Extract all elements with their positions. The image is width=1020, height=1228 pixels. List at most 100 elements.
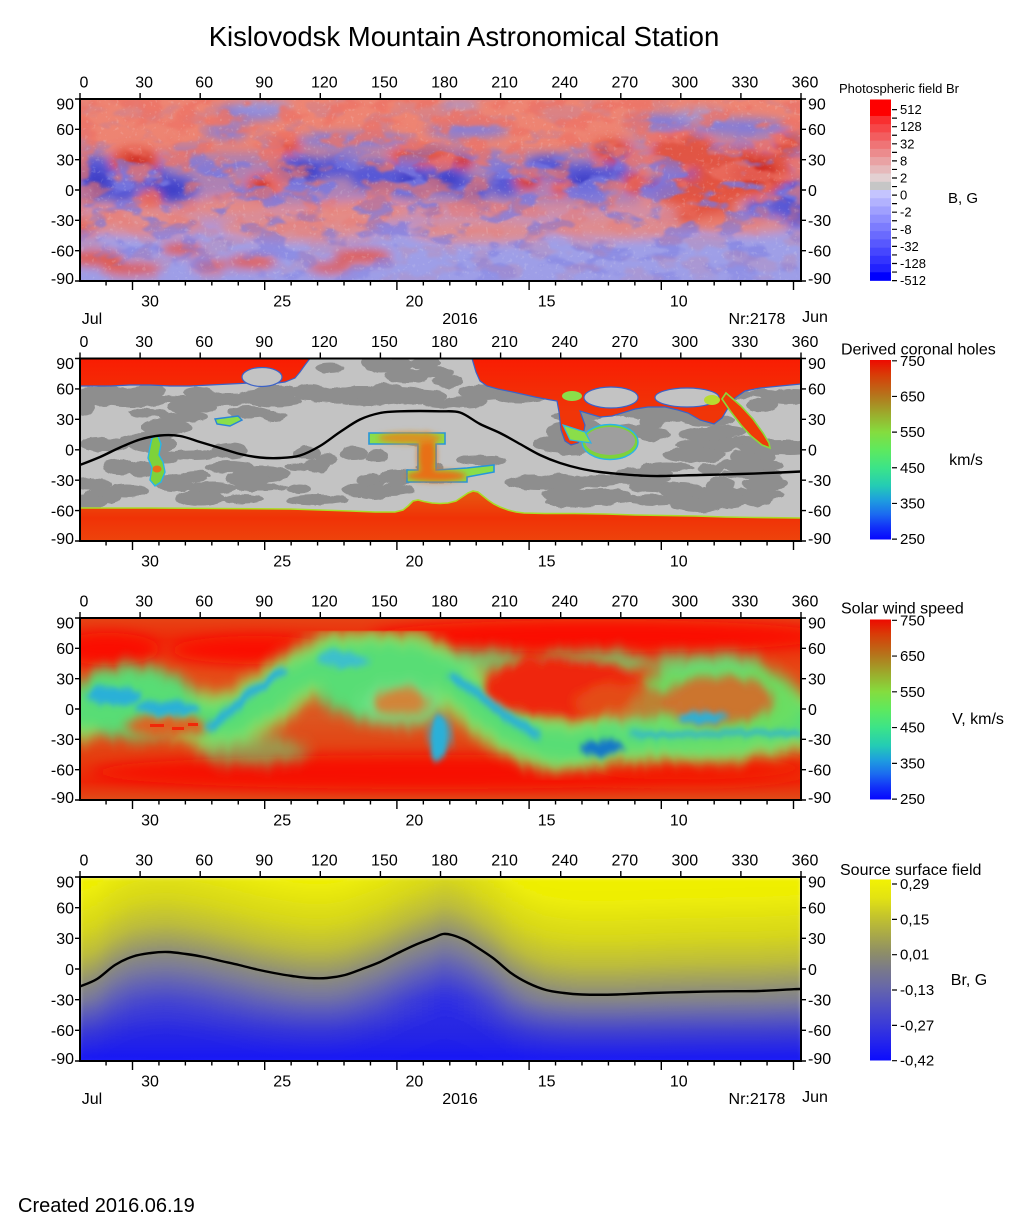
svg-text:Nr:2178: Nr:2178 <box>729 311 786 328</box>
svg-text:20: 20 <box>406 294 424 311</box>
svg-text:15: 15 <box>538 1074 556 1091</box>
svg-text:350: 350 <box>900 755 925 772</box>
svg-text:30: 30 <box>135 334 153 351</box>
svg-text:10: 10 <box>670 813 688 830</box>
svg-text:-90: -90 <box>808 1051 831 1068</box>
svg-text:650: 650 <box>900 648 925 665</box>
svg-text:0,29: 0,29 <box>900 876 929 893</box>
svg-text:240: 240 <box>551 853 578 870</box>
svg-text:150: 150 <box>371 853 398 870</box>
svg-text:20: 20 <box>406 1074 424 1091</box>
svg-text:330: 330 <box>732 334 759 351</box>
svg-text:-60: -60 <box>51 1023 74 1040</box>
svg-text:-30: -30 <box>808 213 831 230</box>
svg-text:Jul: Jul <box>82 1091 102 1108</box>
svg-text:60: 60 <box>808 122 826 139</box>
svg-text:90: 90 <box>56 97 74 114</box>
svg-text:240: 240 <box>551 594 578 611</box>
svg-text:270: 270 <box>611 594 638 611</box>
svg-text:60: 60 <box>56 641 74 658</box>
svg-text:360: 360 <box>792 594 819 611</box>
svg-text:210: 210 <box>491 594 518 611</box>
svg-text:-60: -60 <box>51 503 74 520</box>
svg-text:0: 0 <box>65 702 74 719</box>
svg-text:120: 120 <box>311 75 338 92</box>
svg-text:-2: -2 <box>900 205 912 220</box>
svg-text:-60: -60 <box>808 1023 831 1040</box>
svg-text:240: 240 <box>551 334 578 351</box>
svg-text:Br, G: Br, G <box>951 972 987 989</box>
svg-text:330: 330 <box>732 594 759 611</box>
svg-text:210: 210 <box>491 853 518 870</box>
svg-text:180: 180 <box>431 594 458 611</box>
svg-text:30: 30 <box>56 412 74 429</box>
svg-text:210: 210 <box>491 75 518 92</box>
svg-text:25: 25 <box>273 554 291 571</box>
svg-text:20: 20 <box>406 554 424 571</box>
svg-text:-0,13: -0,13 <box>900 982 934 999</box>
svg-text:15: 15 <box>538 554 556 571</box>
svg-text:150: 150 <box>371 75 398 92</box>
svg-text:Derived coronal holes: Derived coronal holes <box>841 342 996 359</box>
svg-text:330: 330 <box>732 853 759 870</box>
svg-text:10: 10 <box>670 554 688 571</box>
svg-text:0,01: 0,01 <box>900 947 929 964</box>
svg-text:30: 30 <box>56 931 74 948</box>
svg-text:150: 150 <box>371 334 398 351</box>
svg-text:2016: 2016 <box>442 1091 478 1108</box>
svg-text:0: 0 <box>65 183 74 200</box>
svg-text:350: 350 <box>900 495 925 512</box>
svg-text:250: 250 <box>900 531 925 548</box>
svg-text:128: 128 <box>900 119 922 134</box>
svg-text:250: 250 <box>900 791 925 808</box>
svg-text:60: 60 <box>195 75 213 92</box>
svg-text:30: 30 <box>808 931 826 948</box>
svg-text:30: 30 <box>56 153 74 170</box>
svg-text:10: 10 <box>670 1074 688 1091</box>
svg-text:60: 60 <box>56 122 74 139</box>
svg-text:-30: -30 <box>51 473 74 490</box>
svg-text:-60: -60 <box>808 763 831 780</box>
svg-text:450: 450 <box>900 460 925 477</box>
svg-text:Photospheric field Br: Photospheric field Br <box>839 81 960 96</box>
svg-text:90: 90 <box>808 356 826 373</box>
svg-text:-90: -90 <box>808 271 831 288</box>
svg-text:300: 300 <box>671 853 698 870</box>
svg-text:20: 20 <box>406 813 424 830</box>
svg-text:120: 120 <box>311 594 338 611</box>
svg-text:90: 90 <box>56 875 74 892</box>
svg-text:0: 0 <box>65 962 74 979</box>
svg-text:-90: -90 <box>51 271 74 288</box>
svg-text:270: 270 <box>611 853 638 870</box>
svg-text:-8: -8 <box>900 222 912 237</box>
svg-text:90: 90 <box>255 594 273 611</box>
svg-text:25: 25 <box>273 294 291 311</box>
svg-text:8: 8 <box>900 153 907 168</box>
svg-text:270: 270 <box>611 334 638 351</box>
svg-text:0: 0 <box>808 443 817 460</box>
svg-text:750: 750 <box>900 612 925 629</box>
svg-text:210: 210 <box>491 334 518 351</box>
svg-text:Nr:2178: Nr:2178 <box>729 1091 786 1108</box>
svg-text:0: 0 <box>808 702 817 719</box>
svg-text:60: 60 <box>808 382 826 399</box>
svg-text:550: 550 <box>900 424 925 441</box>
svg-text:90: 90 <box>255 75 273 92</box>
svg-text:-60: -60 <box>808 244 831 261</box>
svg-text:15: 15 <box>538 813 556 830</box>
svg-text:450: 450 <box>900 720 925 737</box>
svg-text:120: 120 <box>311 334 338 351</box>
svg-text:150: 150 <box>371 594 398 611</box>
svg-text:180: 180 <box>431 334 458 351</box>
svg-text:90: 90 <box>808 875 826 892</box>
svg-text:B, G: B, G <box>948 190 978 207</box>
svg-text:-60: -60 <box>808 503 831 520</box>
svg-text:60: 60 <box>808 901 826 918</box>
svg-text:300: 300 <box>671 75 698 92</box>
svg-text:300: 300 <box>671 334 698 351</box>
svg-text:30: 30 <box>141 1074 159 1091</box>
svg-text:-0,42: -0,42 <box>900 1053 934 1070</box>
svg-text:-30: -30 <box>808 473 831 490</box>
svg-text:0: 0 <box>65 443 74 460</box>
svg-text:25: 25 <box>273 1074 291 1091</box>
